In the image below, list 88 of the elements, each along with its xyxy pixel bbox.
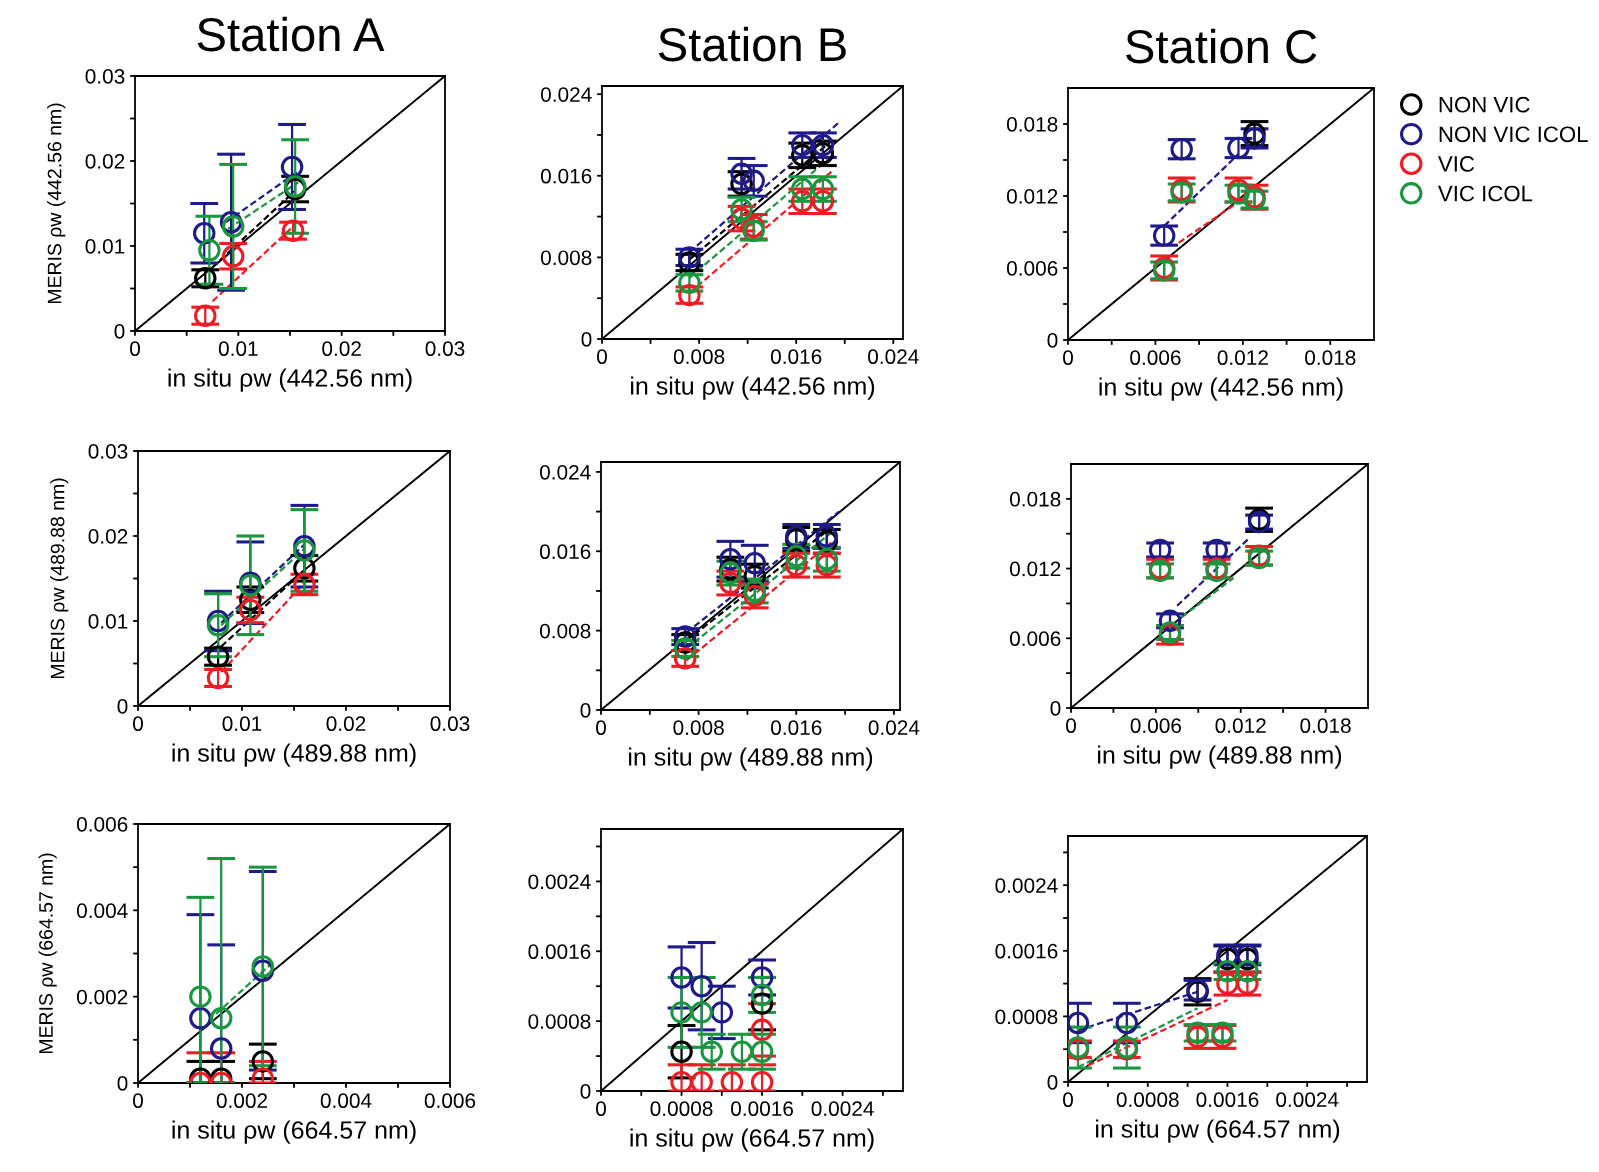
x-tick-label: 0.0008 — [1116, 1092, 1179, 1108]
x-axis-title: in situ ρw (664.57 nm) — [172, 1120, 416, 1144]
y-tick-label: 0.006 — [1006, 261, 1058, 276]
y-tick-label: 0 — [1050, 701, 1061, 716]
x-axis-title: in situ ρw (664.57 nm) — [1096, 1119, 1340, 1143]
chart-title: Station A — [197, 16, 385, 52]
x-tick-label: 0.012 — [1215, 718, 1266, 734]
y-axis-title: MERIS ρw (489.88 nm) — [50, 478, 69, 679]
y-tick-label: 0.012 — [1009, 561, 1061, 577]
x-axis-title: in situ ρw (442.56 nm) — [1099, 377, 1343, 401]
x-tick-label: 0.02 — [326, 716, 366, 732]
x-tick-label: 0 — [597, 349, 607, 365]
x-tick-label: 0.018 — [1305, 350, 1356, 366]
x-tick-label: 0.002 — [216, 1093, 268, 1109]
y-tick-label: 0.0024 — [995, 878, 1058, 893]
chart-title: Station C — [1126, 28, 1317, 64]
y-tick-label: 0.03 — [85, 69, 125, 84]
x-tick-label: 0.01 — [222, 716, 262, 732]
x-tick-label: 0.004 — [320, 1093, 372, 1109]
x-tick-label: 0.006 — [424, 1093, 476, 1109]
x-axis-title: in situ ρw (489.88 nm) — [629, 747, 873, 771]
y-tick-label: 0.016 — [539, 544, 591, 560]
y-tick-label: 0.018 — [1006, 117, 1058, 132]
x-tick-label: 0.03 — [430, 716, 470, 732]
y-tick-label: 0.002 — [76, 989, 128, 1005]
x-tick-label: 0.01 — [218, 341, 258, 357]
y-tick-label: 0.024 — [539, 464, 591, 480]
y-tick-label: 0.018 — [1009, 491, 1061, 507]
y-tick-label: 0.012 — [1006, 189, 1058, 204]
x-axis-title: in situ ρw (442.56 nm) — [631, 376, 875, 400]
x-tick-label: 0.006 — [1130, 718, 1182, 734]
x-tick-label: 0.0016 — [1196, 1092, 1259, 1108]
y-tick-label: 0 — [117, 1076, 128, 1091]
x-axis-title: in situ ρw (442.56 nm) — [168, 368, 412, 392]
y-tick-label: 0.0016 — [528, 944, 591, 960]
x-tick-label: 0.0016 — [731, 1101, 794, 1117]
x-axis-title: in situ ρw (489.88 nm) — [172, 743, 416, 767]
y-tick-label: 0.0008 — [995, 1009, 1058, 1025]
y-tick-label: 0.004 — [76, 903, 128, 919]
x-tick-label: 0.006 — [1130, 350, 1181, 366]
x-axis-title: in situ ρw (664.57 nm) — [630, 1128, 874, 1152]
y-tick-label: 0.03 — [88, 444, 128, 459]
x-tick-label: 0.02 — [322, 341, 361, 357]
x-tick-label: 0 — [1063, 350, 1073, 366]
y-tick-label: 0.0016 — [995, 943, 1058, 959]
y-tick-label: 0 — [1047, 1075, 1058, 1090]
x-tick-label: 0 — [1066, 718, 1076, 734]
x-tick-label: 0.018 — [1300, 718, 1351, 734]
x-tick-label: 0.0024 — [1276, 1092, 1339, 1108]
y-tick-label: 0.008 — [539, 623, 591, 639]
x-tick-label: 0 — [1063, 1092, 1073, 1108]
x-tick-label: 0 — [133, 716, 143, 732]
y-tick-label: 0 — [114, 324, 125, 339]
x-tick-label: 0 — [133, 1093, 143, 1109]
x-tick-label: 0 — [130, 341, 140, 357]
y-tick-label: 0 — [580, 703, 591, 718]
y-tick-label: 0.008 — [540, 250, 592, 266]
legend-label: VIC ICOL — [1437, 185, 1533, 202]
x-tick-label: 0.0008 — [650, 1101, 713, 1117]
y-tick-label: 0.024 — [540, 87, 592, 102]
chart-title: Station B — [658, 26, 846, 62]
x-tick-label: 0.016 — [771, 720, 822, 736]
y-tick-label: 0.006 — [76, 817, 128, 832]
y-tick-label: 0.01 — [88, 614, 128, 629]
legend-label: NON VIC — [1439, 96, 1530, 113]
x-tick-label: 0.024 — [868, 720, 920, 736]
legend-label: NON VIC ICOL — [1439, 126, 1588, 143]
x-tick-label: 0 — [596, 720, 606, 736]
x-tick-label: 0.008 — [673, 720, 724, 736]
y-axis-title: MERIS ρw (664.57 nm) — [38, 853, 57, 1054]
y-tick-label: 0.01 — [85, 239, 125, 254]
x-axis-title: in situ ρw (489.88 nm) — [1098, 745, 1342, 769]
y-tick-label: 0 — [117, 699, 128, 714]
x-tick-label: 0.0024 — [811, 1101, 874, 1117]
y-tick-label: 0.02 — [85, 154, 125, 169]
y-tick-label: 0.006 — [1009, 631, 1061, 647]
y-tick-label: 0.0008 — [528, 1014, 591, 1029]
x-tick-label: 0.008 — [673, 349, 725, 365]
y-axis-title: MERIS ρw (442.56 nm) — [47, 103, 66, 304]
x-tick-label: 0 — [596, 1101, 606, 1117]
x-tick-label: 0.03 — [425, 341, 465, 357]
x-tick-label: 0.024 — [868, 349, 919, 365]
legend-label: VIC — [1437, 156, 1475, 172]
y-tick-label: 0.02 — [88, 529, 128, 544]
y-tick-label: 0.016 — [540, 168, 592, 184]
y-tick-label: 0.0024 — [528, 874, 591, 890]
x-tick-label: 0.012 — [1217, 350, 1268, 366]
x-tick-label: 0.016 — [770, 349, 822, 365]
